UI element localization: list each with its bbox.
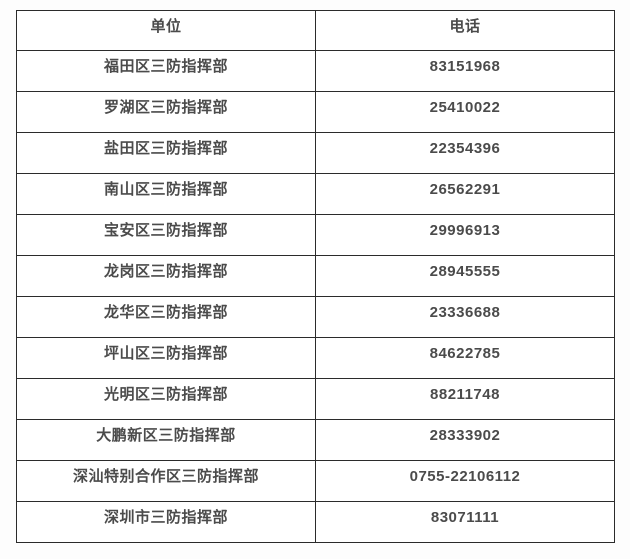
unit-cell: 龙华区三防指挥部 — [16, 296, 316, 338]
unit-cell: 深汕特别合作区三防指挥部 — [16, 460, 316, 502]
phone-cell: 88211748 — [315, 378, 615, 420]
phone-cell: 28333902 — [315, 419, 615, 461]
phone-cell: 83071111 — [315, 501, 615, 543]
phone-cell: 84622785 — [315, 337, 615, 379]
column-header-unit: 单位 — [16, 10, 316, 51]
table-row: 深圳市三防指挥部 83071111 — [16, 501, 615, 543]
table-row: 罗湖区三防指挥部 25410022 — [16, 91, 615, 133]
phone-cell: 25410022 — [315, 91, 615, 133]
phone-cell: 83151968 — [315, 50, 615, 92]
phone-cell: 23336688 — [315, 296, 615, 338]
unit-cell: 罗湖区三防指挥部 — [16, 91, 316, 133]
unit-cell: 坪山区三防指挥部 — [16, 337, 316, 379]
table-row: 光明区三防指挥部 88211748 — [16, 378, 615, 420]
table-row: 坪山区三防指挥部 84622785 — [16, 337, 615, 379]
unit-cell: 宝安区三防指挥部 — [16, 214, 316, 256]
phone-cell: 28945555 — [315, 255, 615, 297]
unit-cell: 光明区三防指挥部 — [16, 378, 316, 420]
table-row: 龙华区三防指挥部 23336688 — [16, 296, 615, 338]
table-header: 单位 电话 — [16, 10, 615, 51]
phone-cell: 0755-22106112 — [315, 460, 615, 502]
header-row: 单位 电话 — [16, 10, 615, 51]
unit-cell: 大鹏新区三防指挥部 — [16, 419, 316, 461]
phone-cell: 26562291 — [315, 173, 615, 215]
unit-cell: 深圳市三防指挥部 — [16, 501, 316, 543]
table-row: 深汕特别合作区三防指挥部 0755-22106112 — [16, 460, 615, 502]
table-row: 福田区三防指挥部 83151968 — [16, 50, 615, 92]
table-body: 福田区三防指挥部 83151968 罗湖区三防指挥部 25410022 盐田区三… — [16, 50, 615, 543]
unit-cell: 福田区三防指挥部 — [16, 50, 316, 92]
phone-directory-table: 单位 电话 福田区三防指挥部 83151968 罗湖区三防指挥部 2541002… — [16, 10, 615, 543]
unit-cell: 盐田区三防指挥部 — [16, 132, 316, 174]
table-row: 宝安区三防指挥部 29996913 — [16, 214, 615, 256]
column-header-phone: 电话 — [315, 10, 615, 51]
table-row: 南山区三防指挥部 26562291 — [16, 173, 615, 215]
phone-cell: 22354396 — [315, 132, 615, 174]
unit-cell: 龙岗区三防指挥部 — [16, 255, 316, 297]
table-row: 大鹏新区三防指挥部 28333902 — [16, 419, 615, 461]
phone-cell: 29996913 — [315, 214, 615, 256]
table-row: 盐田区三防指挥部 22354396 — [16, 132, 615, 174]
unit-cell: 南山区三防指挥部 — [16, 173, 316, 215]
table-row: 龙岗区三防指挥部 28945555 — [16, 255, 615, 297]
